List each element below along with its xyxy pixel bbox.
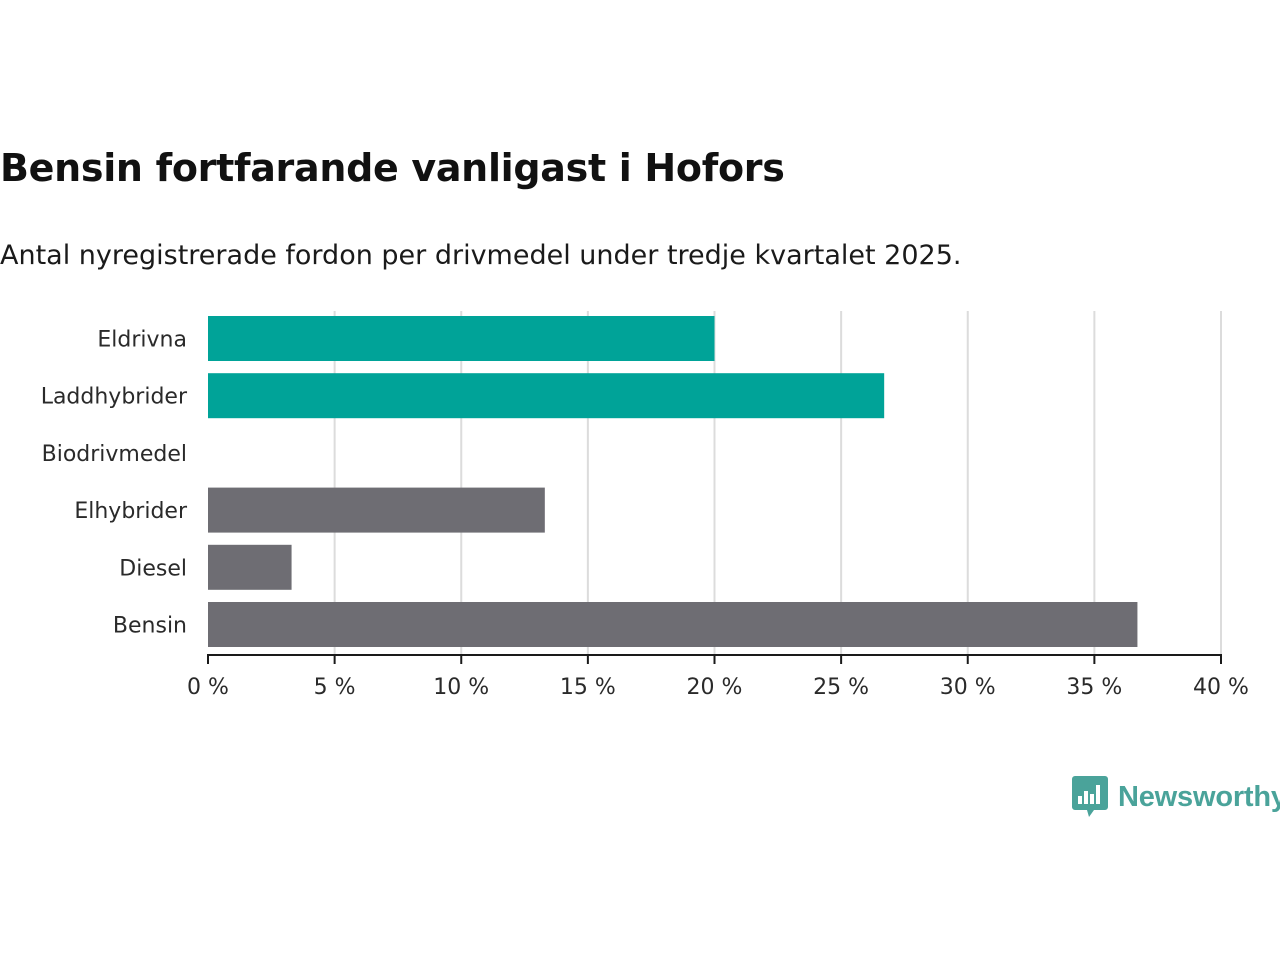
category-label: Eldrivna — [97, 328, 187, 353]
bar-chart: Eldrivna Laddhybrider Biodrivmedel Elhybrid… — [41, 311, 1249, 700]
x-tick-label: 20 % — [687, 675, 743, 700]
x-tick-label: 0 % — [187, 675, 229, 700]
category-label: Diesel — [119, 556, 187, 581]
bar-bensin — [208, 602, 1138, 647]
x-tick-label: 5 % — [314, 675, 356, 700]
brand-name: Newsworthy — [1118, 780, 1280, 813]
x-tick-label: 40 % — [1193, 675, 1249, 700]
x-tick-label: 15 % — [560, 675, 616, 700]
category-label: Bensin — [113, 614, 187, 639]
category-label: Biodrivmedel — [42, 442, 187, 467]
chart-title: Bensin fortfarande vanligast i Hofors — [0, 146, 785, 190]
x-tick-label: 35 % — [1066, 675, 1122, 700]
bar-diesel — [208, 544, 292, 590]
bar-eldrivna — [208, 316, 715, 361]
gridlines — [333, 311, 1222, 655]
category-labels: Eldrivna Laddhybrider Biodrivmedel Elhybrid… — [41, 328, 188, 639]
chart-subtitle: Antal nyregistrerade fordon per drivmede… — [0, 240, 962, 271]
x-axis: 0 % 5 % 10 % 15 % 20 % 25 % 30 % 35 % 40 % — [187, 654, 1249, 700]
bar-chart-speech-bubble-icon — [1072, 776, 1108, 817]
newsworthy-logo: Newsworthy — [1072, 776, 1280, 818]
category-label: Elhybrider — [74, 499, 188, 524]
bar-elhybrider — [208, 487, 545, 533]
category-label: Laddhybrider — [41, 385, 188, 410]
bar-laddhybrider — [208, 373, 885, 419]
bars — [208, 316, 1138, 647]
x-tick-label: 25 % — [813, 675, 869, 700]
x-tick-label: 30 % — [940, 675, 996, 700]
x-tick-label: 10 % — [433, 675, 489, 700]
